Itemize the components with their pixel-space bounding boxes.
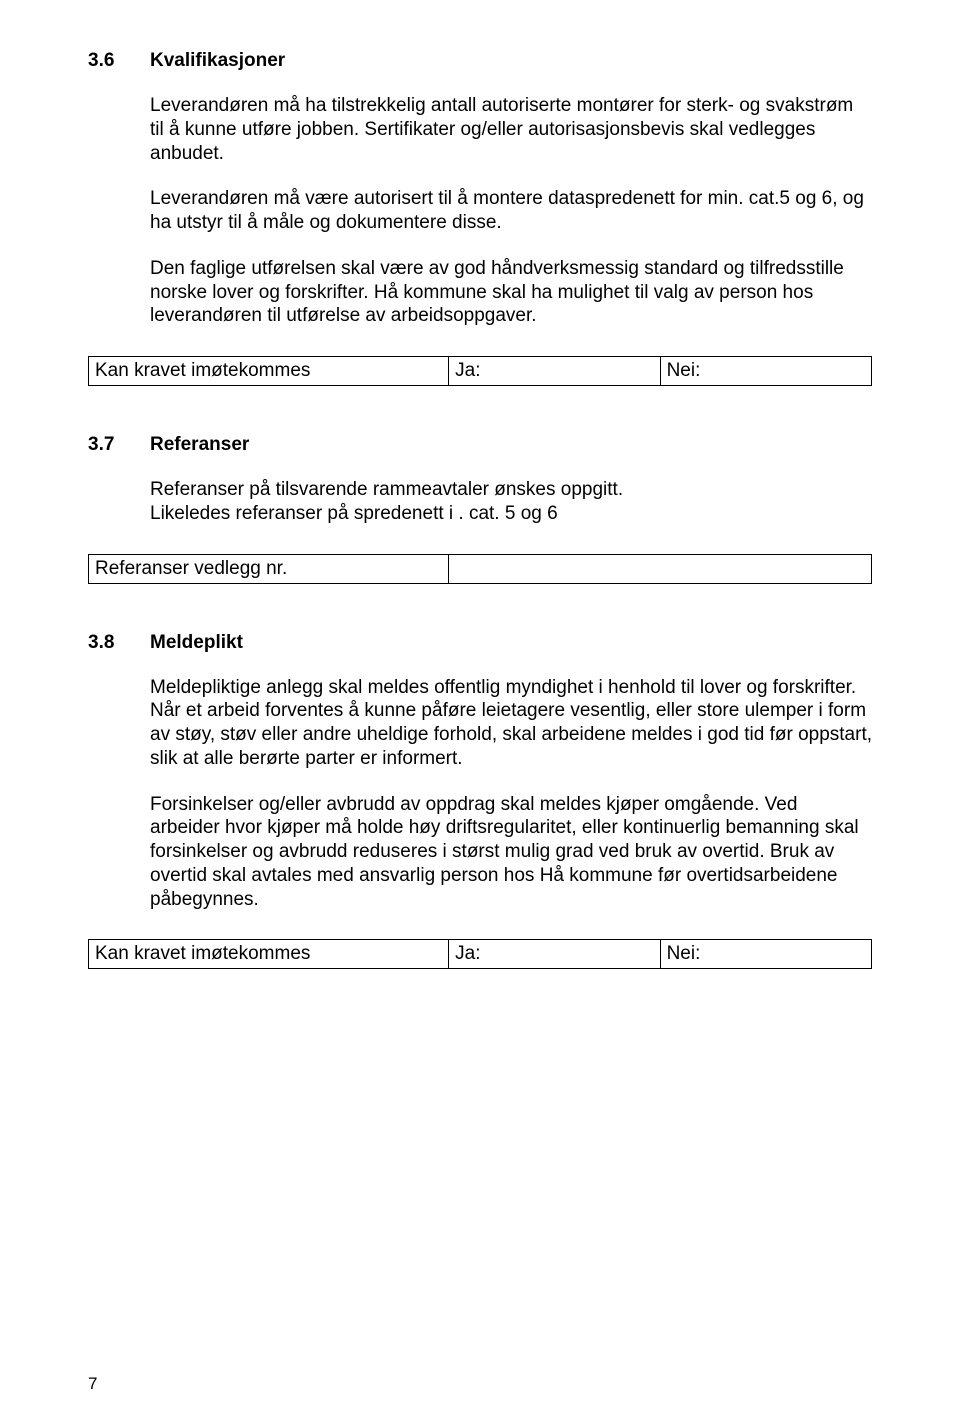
- section-number: 3.8: [88, 632, 150, 654]
- section-heading: 3.8 Meldeplikt: [88, 632, 872, 654]
- paragraph: Forsinkelser og/eller avbrudd av oppdrag…: [150, 793, 872, 912]
- requirement-table: Kan kravet imøtekommes Ja: Nei:: [88, 939, 872, 969]
- section-heading: 3.7 Referanser: [88, 434, 872, 456]
- section-body: Meldepliktige anlegg skal meldes offentl…: [150, 676, 872, 912]
- section-title: Referanser: [150, 434, 249, 456]
- paragraph: Leverandøren må ha tilstrekkelig antall …: [150, 94, 872, 165]
- req-label-cell: Kan kravet imøtekommes: [89, 940, 449, 969]
- req-ja-cell[interactable]: Ja:: [449, 357, 660, 386]
- section-title: Meldeplikt: [150, 632, 243, 654]
- table-row: Kan kravet imøtekommes Ja: Nei:: [89, 357, 872, 386]
- requirement-table: Kan kravet imøtekommes Ja: Nei:: [88, 356, 872, 386]
- section-number: 3.6: [88, 50, 150, 72]
- paragraph: Leverandøren må være autorisert til å mo…: [150, 187, 872, 235]
- section-number: 3.7: [88, 434, 150, 456]
- paragraph: Den faglige utførelsen skal være av god …: [150, 257, 872, 328]
- section-3-6: 3.6 Kvalifikasjoner Leverandøren må ha t…: [88, 50, 872, 328]
- section-3-7: 3.7 Referanser Referanser på tilsvarende…: [88, 434, 872, 526]
- table-row: Referanser vedlegg nr.: [89, 554, 872, 583]
- section-title: Kvalifikasjoner: [150, 50, 285, 72]
- reference-table: Referanser vedlegg nr.: [88, 554, 872, 584]
- req-nei-cell[interactable]: Nei:: [660, 357, 871, 386]
- section-body: Referanser på tilsvarende rammeavtaler ø…: [150, 478, 872, 526]
- ref-label-cell: Referanser vedlegg nr.: [89, 554, 449, 583]
- page-number: 7: [88, 1374, 97, 1394]
- req-label-cell: Kan kravet imøtekommes: [89, 357, 449, 386]
- ref-value-cell[interactable]: [449, 554, 872, 583]
- paragraph: Meldepliktige anlegg skal meldes offentl…: [150, 676, 872, 771]
- section-heading: 3.6 Kvalifikasjoner: [88, 50, 872, 72]
- req-nei-cell[interactable]: Nei:: [660, 940, 871, 969]
- table-row: Kan kravet imøtekommes Ja: Nei:: [89, 940, 872, 969]
- req-ja-cell[interactable]: Ja:: [449, 940, 660, 969]
- section-body: Leverandøren må ha tilstrekkelig antall …: [150, 94, 872, 328]
- paragraph: Referanser på tilsvarende rammeavtaler ø…: [150, 478, 872, 526]
- section-3-8: 3.8 Meldeplikt Meldepliktige anlegg skal…: [88, 632, 872, 912]
